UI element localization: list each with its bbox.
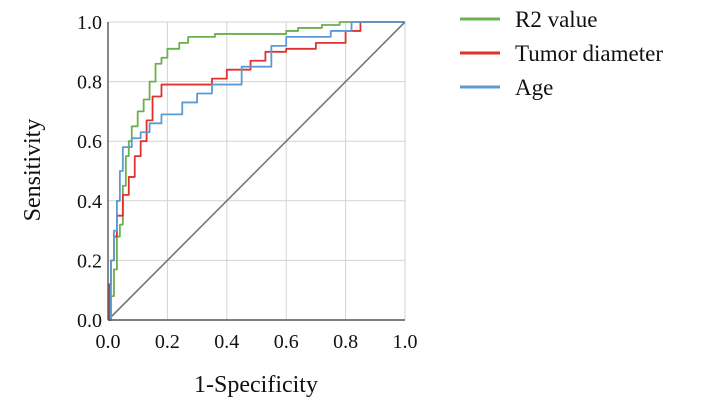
x-axis-title: 1-Specificity <box>194 372 318 398</box>
legend-label: R2 value <box>515 7 597 32</box>
y-tick-label: 0.4 <box>77 191 102 213</box>
x-tick-label: 0.0 <box>96 331 121 353</box>
y-tick-label: 0.2 <box>77 250 102 272</box>
legend-label: Tumor diameter <box>515 41 663 66</box>
series-lines <box>108 21 405 321</box>
series-line-r2-value <box>108 21 405 321</box>
x-tick-label: 0.8 <box>333 331 358 353</box>
y-tick-label: 0.8 <box>77 72 102 94</box>
y-tick-label: 1.0 <box>77 12 102 34</box>
series-line-tumor-diameter <box>108 21 405 321</box>
x-tick-label: 0.2 <box>155 331 180 353</box>
legend-label: Age <box>515 75 553 100</box>
x-axis-tick-labels: 0.0 0.2 0.4 0.6 0.8 1.0 <box>96 331 418 353</box>
reference-diagonal-line <box>107 21 406 321</box>
y-axis-title: Sensitivity <box>20 119 46 222</box>
series-line-age <box>108 21 405 321</box>
x-tick-label: 0.4 <box>214 331 239 353</box>
x-tick-label: 0.6 <box>274 331 299 353</box>
y-tick-label: 0.6 <box>77 131 102 153</box>
legend: R2 value Tumor diameter Age <box>460 7 663 100</box>
axes <box>107 22 405 321</box>
y-tick-label: 0.0 <box>77 310 102 332</box>
y-axis-tick-labels: 0.0 0.2 0.4 0.6 0.8 1.0 <box>77 12 102 332</box>
x-tick-label: 1.0 <box>393 331 418 353</box>
